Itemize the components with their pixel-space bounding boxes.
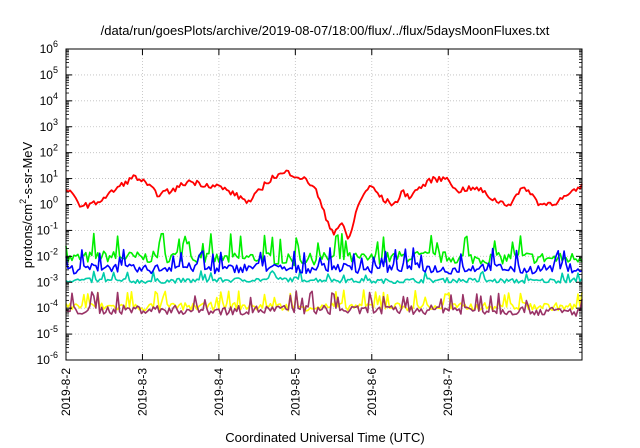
y-tick-label-base: 10 — [40, 120, 54, 134]
x-tick-label: 2019-8-6 — [365, 368, 379, 416]
x-axis-title: Coordinated Universal Time (UTC) — [225, 430, 424, 445]
y-tick-label-exponent: 1 — [53, 169, 58, 179]
y-tick-label: 10-5 — [37, 324, 58, 341]
y-tick-label-exponent: 2 — [53, 143, 58, 153]
series-line — [65, 232, 583, 267]
x-tick-label: 2019-8-5 — [288, 368, 302, 416]
y-tick-label: 10-1 — [37, 220, 58, 237]
y-tick-label-exponent: 0 — [53, 195, 58, 205]
y-tick-label-exponent: -6 — [50, 350, 58, 360]
chart-title: /data/run/goesPlots/archive/2019-08-07/1… — [101, 23, 550, 38]
y-tick-label-base: 10 — [40, 42, 54, 56]
y-tick-label-base: 10 — [37, 353, 51, 367]
y-tick-label: 10-3 — [37, 272, 58, 289]
y-tick-label: 102 — [40, 143, 58, 160]
y-tick-label: 100 — [40, 195, 58, 212]
y-tick-label-base: 10 — [37, 275, 51, 289]
x-tick-label: 2019-8-2 — [59, 368, 73, 416]
series-line — [65, 290, 583, 317]
y-tick-label: 106 — [40, 39, 58, 56]
y-tick-label-exponent: 5 — [53, 65, 58, 75]
y-tick-label-base: 10 — [37, 327, 51, 341]
y-tick-label-base: 10 — [40, 146, 54, 160]
y-axis-title-prefix: protons/cm — [20, 204, 35, 268]
y-tick-label-base: 10 — [40, 68, 54, 82]
y-tick-label-exponent: 6 — [53, 39, 58, 49]
y-axis-title-suffix: -s-sr-MeV — [20, 141, 35, 198]
y-tick-label: 10-2 — [37, 246, 58, 263]
y-tick-label-exponent: 3 — [53, 117, 58, 127]
series-layer — [65, 169, 583, 317]
y-tick-label-base: 10 — [40, 198, 54, 212]
y-tick-label: 101 — [40, 169, 58, 186]
y-tick-label-exponent: 4 — [53, 91, 58, 101]
y-tick-label-exponent: -3 — [50, 272, 58, 282]
y-tick-label-base: 10 — [37, 249, 51, 263]
y-tick-label: 104 — [40, 91, 58, 108]
y-tick-label-base: 10 — [37, 301, 51, 315]
y-tick-label-base: 10 — [40, 172, 54, 186]
x-tick-label: 2019-8-4 — [212, 368, 226, 416]
series-line — [65, 247, 583, 275]
y-axis-ticks: 10-610-510-410-310-210-11001011021031041… — [37, 39, 582, 367]
y-tick-label-exponent: -2 — [50, 246, 58, 256]
x-tick-label: 2019-8-3 — [135, 368, 149, 416]
x-tick-label: 2019-8-7 — [441, 368, 455, 416]
y-tick-label-base: 10 — [37, 223, 51, 237]
series-line — [65, 169, 583, 240]
y-tick-label: 10-4 — [37, 298, 58, 315]
y-tick-label-exponent: -4 — [50, 298, 58, 308]
y-tick-label-exponent: -5 — [50, 324, 58, 334]
y-axis-title-superscript: 2 — [18, 199, 28, 204]
y-tick-label: 103 — [40, 117, 58, 134]
y-tick-label-exponent: -1 — [50, 220, 58, 230]
x-axis-ticks: 2019-8-2 2019-8-3 2019-8-4 2019-8-5 2019-8-6… — [59, 49, 455, 416]
series-line — [65, 269, 583, 285]
y-tick-label: 10-6 — [37, 350, 58, 367]
y-tick-label: 105 — [40, 65, 58, 82]
y-tick-label-base: 10 — [40, 94, 54, 108]
y-axis-title: protons/cm2-s-sr-MeV — [18, 141, 35, 268]
